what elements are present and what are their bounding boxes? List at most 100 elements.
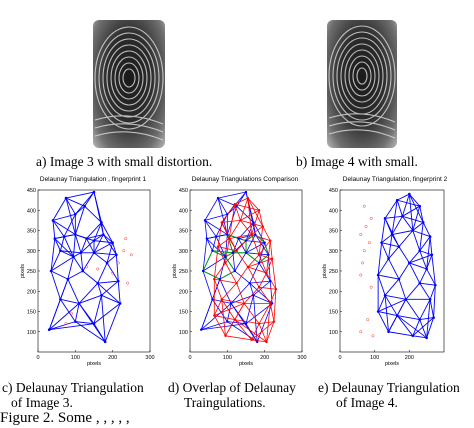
overlay-point-1 xyxy=(229,302,233,305)
triangulation-edge xyxy=(419,282,431,300)
minutia-point xyxy=(411,334,415,338)
triangulation-edge xyxy=(419,317,434,321)
overlay-edge-1 xyxy=(217,197,228,215)
triangulation-edge xyxy=(412,230,421,251)
overlay-point-1 xyxy=(200,328,203,331)
overlay-point-1 xyxy=(226,213,229,216)
overlay-point-2 xyxy=(220,221,223,224)
overlay-point-1 xyxy=(252,221,255,224)
triangulation-edge xyxy=(388,246,400,260)
unmatched-point xyxy=(366,318,370,322)
y-tick-label: 350 xyxy=(179,229,188,235)
triangulation-edge xyxy=(422,222,431,237)
overlay-edge-2 xyxy=(247,198,252,235)
overlay-point-2 xyxy=(257,286,261,289)
triangulation-edge xyxy=(419,319,428,338)
caption-e-line2: of Image 4. xyxy=(336,395,398,410)
triangulation-edge xyxy=(50,270,69,280)
triangulation-edge xyxy=(412,317,434,337)
triangulation-edge xyxy=(384,199,398,219)
triangulation-edge xyxy=(60,299,76,322)
overlay-edge-2 xyxy=(266,258,273,274)
triangulation-edge xyxy=(426,268,436,286)
overlay-edge-1 xyxy=(215,214,228,237)
overlay-edge-matched xyxy=(212,250,226,258)
overlay-edge-2 xyxy=(251,210,260,235)
unmatched-point xyxy=(70,312,74,315)
triangulation-edge xyxy=(86,222,102,239)
overlay-edge-1 xyxy=(245,240,265,244)
caption-e-line1: e) Delaunay Triangulation xyxy=(318,380,460,395)
overlay-edge-1 xyxy=(253,222,266,243)
overlay-edge-2 xyxy=(213,278,223,300)
minutia-point xyxy=(100,221,103,224)
overlay-edge-2 xyxy=(221,298,245,304)
overlay-point-2 xyxy=(250,338,253,342)
unmatched-point xyxy=(368,241,371,245)
overlay-point-2 xyxy=(235,281,238,285)
triangulation-edge xyxy=(398,262,410,280)
minutia-point xyxy=(62,235,66,238)
x-axis-label: pixels xyxy=(87,361,101,367)
minutia-point xyxy=(92,239,96,242)
triangulation-edge xyxy=(65,191,95,199)
overlay-edge-2 xyxy=(243,286,260,304)
triangulation-edges xyxy=(377,193,436,339)
triangulation-edge xyxy=(101,294,121,304)
triangulation-edge xyxy=(86,234,104,240)
unmatched-point xyxy=(129,253,133,257)
triangulation-edge xyxy=(412,319,421,336)
minutia-point xyxy=(411,229,415,232)
y-tick-label: 200 xyxy=(27,289,36,295)
y-tick-label: 200 xyxy=(329,289,338,295)
unmatched-point xyxy=(85,265,88,269)
overlay-edge-2 xyxy=(258,286,271,304)
y-tick-label: 350 xyxy=(27,229,36,235)
y-tick-label: 100 xyxy=(329,330,338,336)
caption-b: b) Image 4 with small. xyxy=(296,154,418,169)
overlay-edge-matched xyxy=(225,256,236,272)
overlay-point-2 xyxy=(235,249,238,252)
triangulation-edge xyxy=(78,303,106,343)
minutia-point xyxy=(401,215,404,218)
overlay-edge-2 xyxy=(214,315,235,320)
minutia-point xyxy=(102,233,105,236)
overlay-point-2 xyxy=(239,219,242,222)
overlay-edge-2 xyxy=(213,262,226,280)
triangulation-edge xyxy=(63,236,74,258)
triangulation-edge xyxy=(391,230,413,235)
overlay-point-1 xyxy=(216,196,220,200)
overlay-point-2 xyxy=(257,209,261,212)
overlay-edge-2 xyxy=(221,299,226,336)
overlay-point-1 xyxy=(211,249,214,252)
triangulation-edge xyxy=(78,282,99,304)
unmatched-point xyxy=(64,322,68,326)
minutia-point xyxy=(49,269,53,273)
unmatched-point xyxy=(359,273,363,277)
minutia-point xyxy=(418,281,422,285)
overlay-point-2 xyxy=(261,225,264,228)
overlay-point-2 xyxy=(233,202,236,206)
triangulation-edge xyxy=(398,246,410,264)
minutia-point xyxy=(376,273,380,277)
minutia-point xyxy=(59,298,62,301)
triangulation-edge xyxy=(396,315,427,339)
triangulation-edge xyxy=(48,278,69,330)
overlay-edge-2 xyxy=(269,303,275,322)
triangulation-edge xyxy=(396,315,414,337)
overlay-edge-1 xyxy=(227,321,247,325)
overlay-edge-2 xyxy=(221,282,237,300)
overlay-edge-1 xyxy=(204,213,228,221)
x-tick-label: 100 xyxy=(223,355,232,361)
triangulation-edge xyxy=(388,331,413,337)
overlay-edge-1 xyxy=(201,321,228,331)
triangulation-edge xyxy=(106,242,114,264)
triangulation-edge xyxy=(93,234,104,242)
overlay-edge-2 xyxy=(251,323,260,341)
triangulation-edge xyxy=(106,254,117,264)
overlay-edge-1 xyxy=(249,262,260,284)
triangulation-edge xyxy=(67,278,80,304)
overlay-matched-edges xyxy=(202,234,269,280)
minutia-point xyxy=(404,298,408,301)
triangulation-edge xyxy=(398,230,414,247)
